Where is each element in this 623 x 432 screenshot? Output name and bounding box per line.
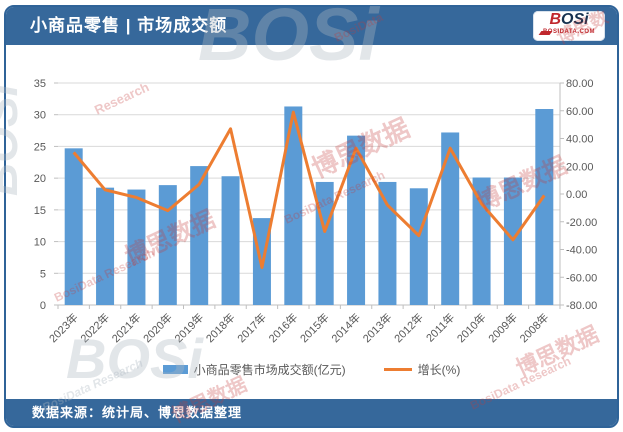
bosi-logo: BOSi BOSIDATA.COM bbox=[533, 11, 605, 41]
x-axis-label: 2017年 bbox=[234, 310, 269, 345]
x-axis-label: 2020年 bbox=[140, 310, 175, 345]
right-axis-label: 60.00 bbox=[566, 106, 594, 118]
x-axis-label: 2014年 bbox=[328, 310, 363, 345]
right-axis-label: -40.00 bbox=[566, 245, 597, 257]
bosi-logo-text: BOSi bbox=[533, 11, 605, 29]
right-axis-label: 80.00 bbox=[566, 78, 594, 90]
bar bbox=[284, 106, 303, 305]
legend-bar-swatch bbox=[162, 364, 188, 374]
left-axis-label: 0 bbox=[40, 300, 46, 312]
bar bbox=[127, 189, 146, 305]
bar bbox=[378, 181, 397, 305]
x-axis-label: 2008年 bbox=[516, 310, 551, 345]
x-axis-label: 2018年 bbox=[203, 310, 238, 345]
chart-canvas: 0 5 10 15 20 25 30 35 -80.00 -60.00 -40.00 -20.00 0.… bbox=[34, 78, 597, 345]
left-axis-label: 30 bbox=[34, 110, 46, 122]
left-axis-label: 10 bbox=[34, 237, 46, 249]
footer-band: 数据来源：统计局、博思数据整理 bbox=[6, 399, 617, 426]
left-axis-label: 35 bbox=[34, 78, 46, 90]
bar bbox=[96, 187, 115, 305]
right-axis-label: 0.00 bbox=[566, 189, 587, 201]
data-source-text: 数据来源：统计局、博思数据整理 bbox=[32, 405, 243, 420]
x-axis-label: 2015年 bbox=[297, 310, 332, 345]
x-axis-label: 2016年 bbox=[265, 310, 300, 345]
x-axis-label: 2010年 bbox=[454, 310, 489, 345]
legend-line-label: 增长(%) bbox=[417, 362, 461, 377]
x-axis-label: 2023年 bbox=[46, 310, 81, 345]
bar bbox=[535, 109, 554, 306]
page-title: 小商品零售 | 市场成交额 bbox=[30, 16, 228, 35]
legend-item-bars: 小商品零售市场成交额(亿元) bbox=[162, 361, 346, 378]
right-axis-label: 40.00 bbox=[566, 134, 594, 146]
logo-letter-b: B bbox=[549, 11, 561, 28]
header-band: 小商品零售 | 市场成交额 BOSi BOSIDATA.COM bbox=[6, 7, 617, 45]
right-axis-label: -20.00 bbox=[566, 217, 597, 229]
growth-line bbox=[72, 110, 546, 270]
bar bbox=[315, 181, 334, 305]
logo-letters-osi: OSi bbox=[561, 11, 589, 28]
right-axis-label: 20.00 bbox=[566, 161, 594, 173]
left-axis-label: 15 bbox=[34, 205, 46, 217]
legend-line-swatch bbox=[383, 367, 412, 371]
bar bbox=[441, 132, 460, 305]
x-axis-label: 2021年 bbox=[109, 310, 144, 345]
x-axis-label: 2013年 bbox=[360, 310, 395, 345]
bar bbox=[347, 135, 366, 305]
right-axis-label: -80.00 bbox=[566, 300, 597, 312]
bar bbox=[221, 176, 240, 305]
x-axis-label: 2019年 bbox=[171, 310, 206, 345]
x-axis-label: 2012年 bbox=[391, 310, 426, 345]
x-axis-label: 2011年 bbox=[423, 310, 457, 344]
bar bbox=[409, 188, 428, 305]
left-axis-label: 5 bbox=[40, 268, 46, 280]
bar bbox=[158, 185, 177, 305]
right-axis-label: -60.00 bbox=[566, 272, 597, 284]
bar bbox=[190, 166, 209, 305]
legend-bar-label: 小商品零售市场成交额(亿元) bbox=[193, 362, 346, 377]
bosi-logo-url: BOSIDATA.COM bbox=[542, 29, 596, 35]
bar bbox=[64, 148, 83, 305]
x-axis-label: 2009年 bbox=[485, 310, 520, 345]
x-axis-label: 2022年 bbox=[77, 310, 112, 345]
left-axis-label: 25 bbox=[34, 141, 46, 153]
chart-legend: 小商品零售市场成交额(亿元) 增长(%) bbox=[0, 360, 623, 378]
legend-item-line: 增长(%) bbox=[383, 361, 461, 378]
bar bbox=[472, 177, 491, 305]
left-axis-label: 20 bbox=[34, 173, 46, 185]
